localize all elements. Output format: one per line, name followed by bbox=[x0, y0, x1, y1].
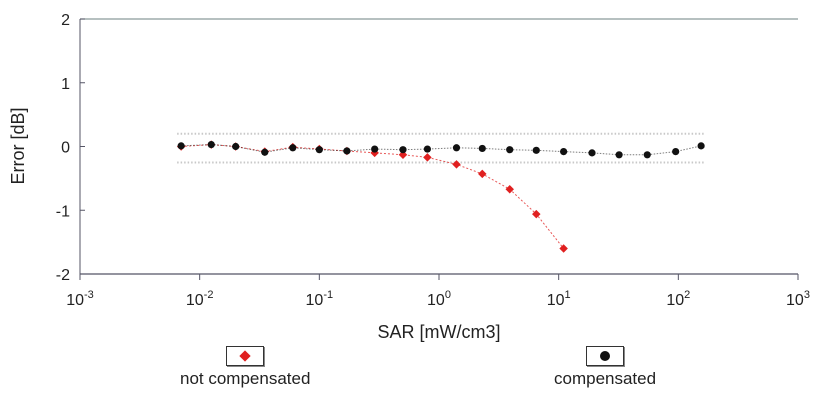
data-point-compensated bbox=[423, 145, 432, 153]
y-tick-label: 1 bbox=[61, 76, 70, 93]
data-point-compensated bbox=[560, 148, 568, 156]
data-point-compensated bbox=[672, 148, 680, 156]
data-point-compensated bbox=[289, 144, 297, 152]
data-point-compensated bbox=[452, 144, 461, 152]
series-line bbox=[181, 144, 702, 156]
data-point-compensated bbox=[207, 140, 215, 149]
data-point-not-compensated bbox=[478, 169, 487, 179]
legend-swatch-compensated bbox=[586, 346, 625, 366]
y-tick-label: 2 bbox=[61, 12, 70, 29]
y-tick-label: -1 bbox=[56, 203, 70, 220]
tolerance-band bbox=[177, 132, 706, 164]
x-tick-label: 10-3 bbox=[66, 289, 94, 309]
data-point-compensated bbox=[615, 151, 623, 159]
red-diamond-icon bbox=[239, 350, 251, 362]
x-tick-label: 10-2 bbox=[186, 289, 214, 309]
data-point-compensated bbox=[588, 149, 596, 157]
y-tick-label: 0 bbox=[61, 140, 70, 157]
legend-compensated: compensated bbox=[554, 346, 656, 389]
series-line bbox=[181, 144, 565, 249]
data-point-compensated bbox=[478, 144, 486, 153]
y-tick-labels: 2 1 0 -1 -2 bbox=[56, 12, 85, 284]
data-point-compensated bbox=[232, 142, 240, 151]
x-tick-label: 102 bbox=[666, 289, 690, 309]
x-axis-title: SAR [mW/cm3] bbox=[377, 322, 500, 342]
y-tick-label: -2 bbox=[56, 267, 70, 284]
series bbox=[176, 140, 705, 253]
x-tick-labels: 10-3 10-2 10-1 100 101 102 103 bbox=[66, 274, 810, 309]
series-not-compensated bbox=[176, 140, 568, 253]
black-circle-icon bbox=[600, 351, 611, 361]
legend-label-not-compensated: not compensated bbox=[180, 369, 311, 388]
data-point-compensated bbox=[399, 146, 407, 154]
x-tick-label: 10-1 bbox=[306, 289, 334, 309]
x-tick-label: 101 bbox=[547, 289, 571, 309]
x-tick-label: 103 bbox=[786, 289, 810, 309]
data-point-not-compensated bbox=[452, 160, 461, 169]
data-point-compensated bbox=[643, 151, 651, 159]
y-axis-title: Error [dB] bbox=[8, 107, 28, 184]
data-point-compensated bbox=[343, 147, 351, 155]
data-point-not-compensated bbox=[505, 184, 514, 194]
legend-not-compensated: not compensated bbox=[180, 346, 310, 389]
data-point-compensated bbox=[315, 146, 323, 154]
axes bbox=[79, 18, 798, 275]
series-compensated bbox=[177, 140, 705, 159]
x-tick-label: 100 bbox=[427, 289, 451, 309]
data-point-compensated bbox=[177, 142, 185, 150]
legend-label-compensated: compensated bbox=[554, 369, 657, 388]
data-point-not-compensated bbox=[423, 153, 432, 162]
data-point-compensated bbox=[532, 146, 540, 154]
data-point-compensated bbox=[371, 145, 379, 153]
legend-swatch-not-compensated bbox=[226, 346, 265, 366]
data-point-compensated bbox=[506, 146, 514, 154]
data-point-compensated bbox=[697, 142, 705, 150]
data-point-not-compensated bbox=[398, 150, 408, 160]
data-point-compensated bbox=[261, 148, 269, 156]
